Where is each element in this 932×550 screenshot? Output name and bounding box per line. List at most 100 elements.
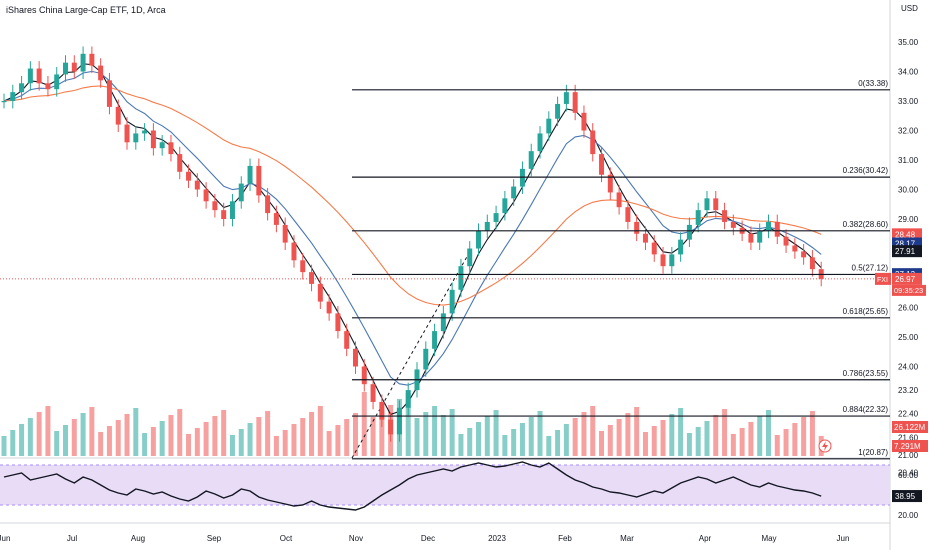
candle-body xyxy=(273,213,279,225)
fib-level-label: 0.884(22.32) xyxy=(843,405,889,414)
y-tick-label: 21.60 xyxy=(898,433,919,442)
volume-bar xyxy=(563,424,569,456)
fib-level-label: 1(20.87) xyxy=(858,448,888,457)
volume-bar xyxy=(335,425,341,456)
volume-bar xyxy=(484,416,490,456)
candle-body xyxy=(555,103,561,119)
volume-bar xyxy=(625,413,631,456)
candle-body xyxy=(634,221,640,234)
candle-body xyxy=(748,233,754,243)
x-tick-label: Jun xyxy=(837,534,850,543)
volume-bar xyxy=(722,409,728,456)
ema-mid-line xyxy=(3,70,822,386)
candle-body xyxy=(80,53,86,72)
candle-body xyxy=(493,213,499,222)
price-tag xyxy=(892,272,922,285)
x-tick-label: Oct xyxy=(280,534,293,543)
candle-body xyxy=(229,201,235,219)
candle-body xyxy=(423,348,429,370)
candle-body xyxy=(686,224,692,240)
candle-body xyxy=(432,331,438,349)
volume-bar xyxy=(651,426,657,456)
x-tick-label: Mar xyxy=(620,534,634,543)
volume-bar xyxy=(713,415,719,456)
volume-bar xyxy=(168,415,174,456)
rsi-value-tag xyxy=(892,490,922,503)
volume-bar xyxy=(748,422,754,456)
x-tick-label: Nov xyxy=(349,534,363,543)
volume-bar xyxy=(774,435,780,456)
fib-level-label: 0.382(28.60) xyxy=(843,220,889,229)
candle-body xyxy=(678,239,684,255)
candle-body xyxy=(352,348,358,367)
volume-bar xyxy=(300,418,306,456)
volume-bar xyxy=(379,411,385,456)
price-tag-label: 28.48 xyxy=(895,230,916,239)
currency-label: USD xyxy=(901,4,918,13)
chart-title: iShares China Large-Cap ETF, 1D, Arca xyxy=(6,5,166,15)
candle-body xyxy=(159,142,165,149)
volume-bar xyxy=(194,428,200,456)
candle-body xyxy=(344,331,350,349)
volume-bar xyxy=(27,418,33,456)
candle-body xyxy=(607,174,613,193)
volume-bar xyxy=(80,413,86,456)
countdown-label: 09:35:23 xyxy=(894,286,923,295)
volume-tag xyxy=(892,421,928,433)
volume-bar xyxy=(98,432,104,456)
trend-line xyxy=(351,251,471,459)
y-tick-label: 23.20 xyxy=(898,386,919,395)
volume-bar xyxy=(730,434,736,456)
volume-bar xyxy=(414,418,420,456)
candle-body xyxy=(89,53,95,66)
volume-bar xyxy=(45,406,51,456)
rsi-line xyxy=(3,461,822,511)
candle-body xyxy=(265,195,271,214)
candle-body xyxy=(581,112,587,131)
candle-body xyxy=(774,221,780,237)
volume-bar xyxy=(458,434,464,456)
candle-body xyxy=(300,260,306,273)
y-tick-label: 29.00 xyxy=(898,215,919,224)
candle-body xyxy=(405,390,411,408)
volume-bar xyxy=(317,406,323,456)
volume-bar xyxy=(282,430,288,456)
x-tick-label: Jul xyxy=(67,534,77,543)
volume-bar xyxy=(1,436,7,456)
volume-bar xyxy=(186,434,192,456)
volume-bar xyxy=(212,416,218,456)
volume-tag-label: 26.122M xyxy=(894,423,925,432)
candle-body xyxy=(449,289,455,314)
candle-body xyxy=(572,92,578,113)
volume-bar xyxy=(669,414,675,456)
candle-body xyxy=(63,62,69,75)
volume-bar xyxy=(291,424,297,456)
candle-body xyxy=(801,251,807,258)
candle-body xyxy=(361,366,367,385)
candle-body xyxy=(599,154,605,175)
candle-body xyxy=(713,198,719,211)
candle-body xyxy=(238,183,244,202)
candle-body xyxy=(765,221,771,231)
candle-body xyxy=(722,210,728,222)
volume-bar xyxy=(221,410,227,456)
candle-body xyxy=(194,180,200,190)
candle-body xyxy=(36,68,42,84)
candle-body xyxy=(1,101,7,103)
price-tag xyxy=(892,228,922,241)
volume-bar xyxy=(572,418,578,456)
volume-bar xyxy=(695,427,701,456)
fib-level-label: 0(33.38) xyxy=(858,79,888,88)
volume-bar xyxy=(801,417,807,456)
volume-bar xyxy=(607,425,613,456)
volume-bar xyxy=(634,407,640,456)
candle-body xyxy=(458,266,464,290)
candle-body xyxy=(669,254,675,267)
candle-body xyxy=(625,207,631,222)
rsi-value-label: 38.95 xyxy=(895,492,916,501)
candle-body xyxy=(809,257,815,270)
fib-level-label: 0.5(27.12) xyxy=(852,263,889,272)
candle-body xyxy=(10,92,16,101)
candle-body xyxy=(221,210,227,219)
